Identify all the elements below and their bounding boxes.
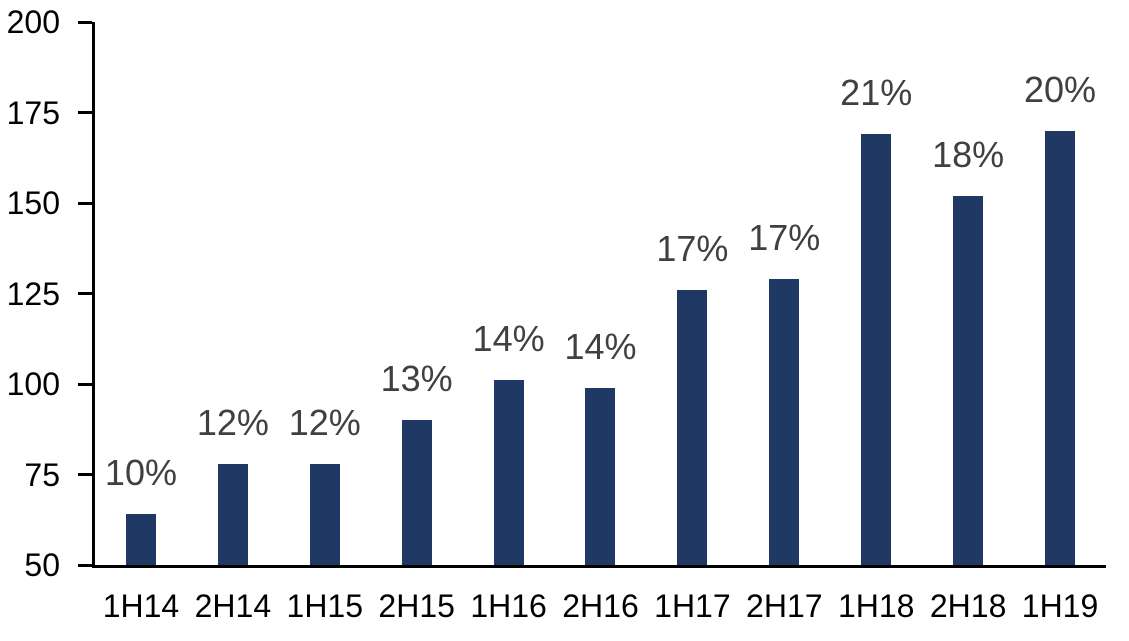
bar-column: 18% bbox=[922, 22, 1014, 565]
bar-column: 10% bbox=[95, 22, 187, 565]
y-tick-mark bbox=[78, 473, 92, 476]
bars-container: 10% 12% 12% 13% 14% 14% 17% 17% 21% 18% 20% bbox=[95, 22, 1106, 565]
x-tick-label: 1H16 bbox=[470, 588, 547, 624]
bar bbox=[769, 279, 800, 565]
bar-column: 21% bbox=[830, 22, 922, 565]
bar-column: 17% bbox=[646, 22, 738, 565]
bar bbox=[309, 463, 340, 565]
y-tick-label: 175 bbox=[6, 94, 60, 131]
bar-column: 14% bbox=[463, 22, 555, 565]
y-tick-mark bbox=[78, 20, 92, 24]
x-tick-label: 1H18 bbox=[837, 588, 915, 624]
bar bbox=[493, 380, 524, 565]
bar bbox=[585, 387, 616, 565]
bar bbox=[401, 420, 432, 565]
y-tick-label: 75 bbox=[24, 456, 60, 493]
bar-data-label: 18% bbox=[932, 133, 1005, 175]
bar bbox=[217, 463, 248, 565]
plot-area: 10% 12% 12% 13% 14% 14% 17% 17% 21% 18% 20% bbox=[78, 20, 1106, 568]
bar bbox=[677, 289, 708, 565]
bar-data-label: 14% bbox=[472, 318, 545, 360]
bar bbox=[953, 195, 984, 565]
bar-data-label: 13% bbox=[380, 358, 453, 400]
y-tick-label: 150 bbox=[6, 185, 60, 221]
x-tick-label: 1H19 bbox=[1021, 588, 1099, 624]
bar bbox=[1045, 130, 1076, 565]
bar bbox=[125, 514, 156, 565]
bar-data-label: 14% bbox=[564, 325, 637, 367]
x-tick-label: 1H14 bbox=[102, 588, 180, 624]
bar bbox=[861, 134, 892, 565]
bar-data-label: 10% bbox=[104, 452, 177, 494]
y-tick-mark bbox=[78, 382, 92, 386]
bar-column: 12% bbox=[187, 22, 279, 565]
bar-data-label: 20% bbox=[1023, 68, 1097, 110]
y-tick-label: 50 bbox=[24, 547, 60, 583]
bar-data-label: 12% bbox=[196, 401, 269, 443]
bar-column: 12% bbox=[279, 22, 371, 565]
bar-column: 17% bbox=[738, 22, 830, 565]
bar-column: 14% bbox=[555, 22, 647, 565]
bar-data-label: 21% bbox=[840, 72, 913, 114]
x-tick-label: 2H16 bbox=[562, 588, 639, 624]
bar-column: 13% bbox=[371, 22, 463, 565]
y-tick-label: 125 bbox=[6, 275, 60, 312]
x-tick-label: 1H15 bbox=[286, 588, 364, 624]
x-axis-labels: 1H14 2H14 1H15 2H15 1H16 2H16 1H17 2H17 1H18 2H18… bbox=[95, 588, 1106, 624]
bar-data-label: 17% bbox=[656, 227, 729, 269]
y-tick-label: 100 bbox=[6, 366, 60, 402]
bar-data-label: 12% bbox=[288, 401, 361, 443]
y-tick-mark bbox=[78, 111, 92, 114]
y-tick-mark bbox=[78, 292, 92, 295]
x-tick-label: 1H17 bbox=[654, 588, 731, 624]
x-tick-label: 2H17 bbox=[746, 588, 823, 624]
y-tick-mark bbox=[78, 563, 92, 567]
x-tick-label: 2H14 bbox=[194, 588, 272, 624]
bar-column: 20% bbox=[1014, 22, 1106, 565]
x-tick-label: 2H18 bbox=[929, 588, 1007, 624]
bar-data-label: 17% bbox=[748, 217, 821, 259]
y-tick-label: 200 bbox=[6, 4, 60, 40]
x-tick-label: 2H15 bbox=[378, 588, 455, 624]
y-tick-mark bbox=[78, 201, 92, 205]
